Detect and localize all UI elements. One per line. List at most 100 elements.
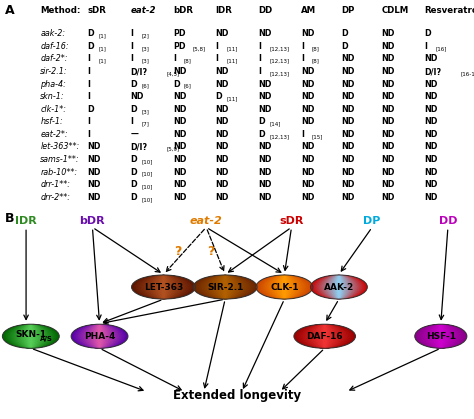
- Text: ND: ND: [173, 180, 186, 189]
- Text: D: D: [130, 168, 137, 176]
- Ellipse shape: [437, 324, 445, 348]
- Ellipse shape: [133, 275, 194, 299]
- Ellipse shape: [336, 275, 342, 299]
- Ellipse shape: [331, 275, 347, 299]
- Text: ND: ND: [341, 168, 355, 176]
- Text: ND: ND: [88, 180, 101, 189]
- Ellipse shape: [93, 324, 106, 348]
- Ellipse shape: [278, 275, 291, 299]
- Text: D/I?: D/I?: [130, 142, 147, 151]
- Text: ND: ND: [382, 130, 395, 139]
- Text: [1]: [1]: [99, 34, 107, 39]
- Ellipse shape: [213, 275, 237, 299]
- Text: I: I: [130, 42, 133, 51]
- Text: ND: ND: [301, 142, 314, 151]
- Ellipse shape: [202, 275, 248, 299]
- Ellipse shape: [77, 324, 122, 348]
- Ellipse shape: [20, 324, 42, 348]
- Ellipse shape: [93, 324, 106, 348]
- Text: daf-2*:: daf-2*:: [40, 54, 68, 63]
- Ellipse shape: [266, 275, 303, 299]
- Text: ND: ND: [258, 168, 272, 176]
- Ellipse shape: [437, 324, 445, 348]
- Ellipse shape: [274, 275, 295, 299]
- Ellipse shape: [87, 324, 112, 348]
- Ellipse shape: [259, 275, 310, 299]
- Ellipse shape: [423, 324, 459, 348]
- Text: D: D: [424, 29, 431, 38]
- Ellipse shape: [275, 275, 293, 299]
- Ellipse shape: [74, 324, 125, 348]
- Ellipse shape: [312, 275, 366, 299]
- Text: ND: ND: [341, 193, 355, 202]
- Ellipse shape: [439, 324, 442, 348]
- Ellipse shape: [311, 324, 338, 348]
- Ellipse shape: [157, 275, 170, 299]
- Ellipse shape: [415, 324, 467, 348]
- Text: [12,13]: [12,13]: [269, 71, 289, 76]
- Ellipse shape: [273, 275, 295, 299]
- Text: ND: ND: [341, 117, 355, 126]
- Ellipse shape: [331, 275, 346, 299]
- Ellipse shape: [269, 275, 300, 299]
- Text: ND: ND: [173, 92, 186, 101]
- Text: ND: ND: [216, 105, 229, 114]
- Text: Resveratrol: Resveratrol: [424, 6, 474, 15]
- Text: D: D: [130, 193, 137, 202]
- Ellipse shape: [82, 324, 117, 348]
- Text: ?: ?: [174, 245, 182, 258]
- Ellipse shape: [17, 324, 45, 348]
- Ellipse shape: [7, 324, 55, 348]
- Text: I: I: [88, 130, 91, 139]
- Ellipse shape: [210, 275, 240, 299]
- Text: ND: ND: [424, 180, 438, 189]
- Ellipse shape: [131, 275, 195, 299]
- Ellipse shape: [17, 324, 45, 348]
- Text: [14]: [14]: [269, 122, 281, 127]
- Text: ND: ND: [382, 117, 395, 126]
- Ellipse shape: [135, 275, 192, 299]
- Text: sir-2.1:: sir-2.1:: [40, 67, 68, 76]
- Text: ND: ND: [424, 193, 438, 202]
- Text: SKN-1: SKN-1: [15, 330, 46, 339]
- Ellipse shape: [97, 324, 102, 348]
- Ellipse shape: [425, 324, 457, 348]
- Text: ND: ND: [382, 54, 395, 63]
- Ellipse shape: [315, 275, 363, 299]
- Text: drr-1**:: drr-1**:: [40, 180, 70, 189]
- Text: ND: ND: [173, 130, 186, 139]
- Ellipse shape: [12, 324, 49, 348]
- Ellipse shape: [332, 275, 346, 299]
- Ellipse shape: [220, 275, 230, 299]
- Text: ND: ND: [258, 29, 272, 38]
- Text: ND: ND: [216, 180, 229, 189]
- Ellipse shape: [267, 275, 302, 299]
- Ellipse shape: [426, 324, 456, 348]
- Text: DD: DD: [438, 216, 457, 226]
- Text: [8]: [8]: [312, 46, 320, 51]
- Ellipse shape: [283, 275, 286, 299]
- Text: DP: DP: [364, 216, 381, 226]
- Ellipse shape: [21, 324, 40, 348]
- Ellipse shape: [91, 324, 109, 348]
- Ellipse shape: [265, 275, 304, 299]
- Text: aak-2:: aak-2:: [40, 29, 65, 38]
- Ellipse shape: [205, 275, 246, 299]
- Ellipse shape: [221, 275, 229, 299]
- Ellipse shape: [421, 324, 460, 348]
- Text: ND: ND: [173, 67, 186, 76]
- Text: [10]: [10]: [141, 159, 153, 164]
- Ellipse shape: [10, 324, 52, 348]
- Ellipse shape: [155, 275, 172, 299]
- Ellipse shape: [329, 275, 348, 299]
- Text: I: I: [216, 42, 219, 51]
- Ellipse shape: [271, 275, 298, 299]
- Text: [10]: [10]: [141, 172, 153, 177]
- Ellipse shape: [140, 275, 187, 299]
- Text: ND: ND: [424, 80, 438, 88]
- Text: ND: ND: [341, 155, 355, 164]
- Ellipse shape: [136, 275, 191, 299]
- Ellipse shape: [277, 275, 292, 299]
- Ellipse shape: [310, 275, 367, 299]
- Ellipse shape: [153, 275, 174, 299]
